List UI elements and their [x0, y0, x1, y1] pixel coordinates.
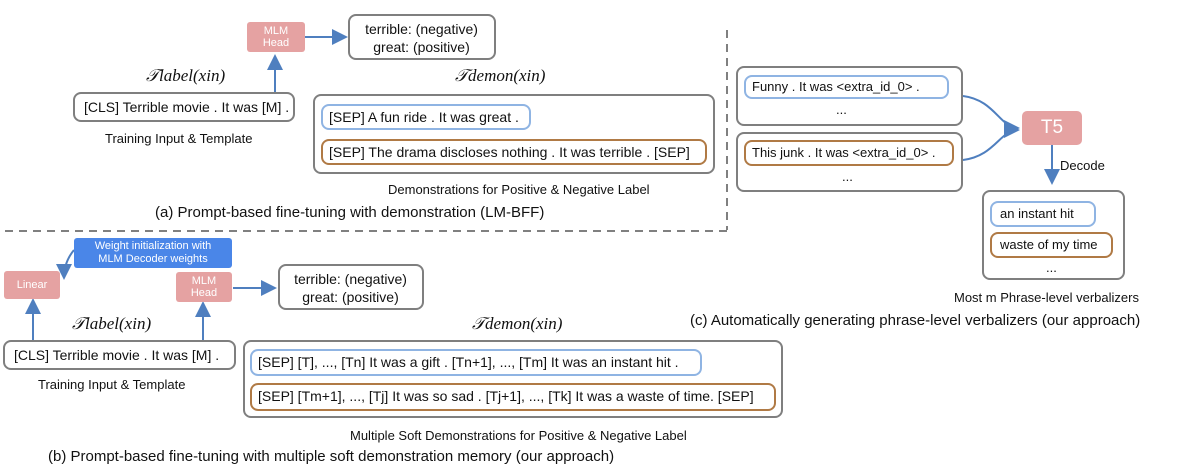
panel-c-input1-box: Funny . It was <extra_id_0> . ... [736, 66, 963, 126]
mlm-head-line1: MLM [191, 275, 217, 287]
mlm-head-line1: MLM [263, 25, 289, 37]
input2-inner-box: This junk . It was <extra_id_0> . [744, 140, 954, 166]
arrow-c-input1-to-t5 [962, 95, 1020, 136]
phrase-negative-text: waste of my time [1000, 237, 1098, 252]
panel-b-mlm-head: MLM Head [176, 272, 232, 302]
panel-a-caption: (a) Prompt-based fine-tuning with demons… [155, 204, 545, 221]
panel-a-demonstrations-box: [SEP] A fun ride . It was great . [SEP] … [313, 94, 715, 174]
phrase-positive-box: an instant hit [990, 201, 1096, 227]
input-template-text: [CLS] Terrible movie . It was [M] . [84, 99, 290, 115]
panel-c-phrases-caption: Most m Phrase-level verbalizers [954, 290, 1139, 305]
input2-text: This junk . It was <extra_id_0> . [752, 145, 936, 160]
input1-inner-box: Funny . It was <extra_id_0> . [744, 75, 949, 99]
panel-b-input-caption: Training Input & Template [38, 377, 186, 392]
weight-init-line2: MLM Decoder weights [98, 253, 208, 265]
panel-a-t-demon: 𝒯demon(xin) [455, 66, 546, 85]
panel-b-t-demon: 𝒯demon(xin) [472, 314, 563, 333]
phrase-negative-box: waste of my time [990, 232, 1113, 258]
panel-b-demo-caption: Multiple Soft Demonstrations for Positiv… [350, 428, 687, 443]
label-word-negative: terrible: (negative) [294, 271, 407, 287]
panel-c-caption: (c) Automatically generating phrase-leve… [690, 312, 1141, 329]
demo-negative-text: [SEP] The drama discloses nothing . It w… [329, 144, 690, 160]
label-word-positive: great: (positive) [373, 39, 470, 55]
panel-b-t-label: 𝒯label(xin) [72, 314, 152, 333]
panel-a-input-template-box: [CLS] Terrible movie . It was [M] . [73, 92, 295, 122]
panel-c-verbalizers-box: an instant hit waste of my time ... [982, 190, 1125, 280]
weight-init-line1: Weight initialization with [94, 240, 212, 252]
input2-ellipsis: ... [842, 169, 853, 184]
panel-a-label-words-box: terrible: (negative) great: (positive) [348, 14, 496, 60]
panel-b-demonstrations-box: [SEP] [T], ..., [Tn] It was a gift . [Tn… [243, 340, 783, 418]
verbalizers-ellipsis: ... [1046, 260, 1057, 275]
demo-positive-box: [SEP] A fun ride . It was great . [321, 104, 531, 130]
demo-negative-box: [SEP] The drama discloses nothing . It w… [321, 139, 707, 165]
t5-label: T5 [1040, 117, 1064, 138]
mlm-head-line2: Head [262, 37, 290, 49]
panel-a-demo-caption: Demonstrations for Positive & Negative L… [388, 182, 650, 197]
panel-b-caption: (b) Prompt-based fine-tuning with multip… [48, 448, 615, 465]
arrow-c-input2-to-t5 [962, 122, 1020, 161]
soft-demo-negative-box: [SEP] [Tm+1], ..., [Tj] It was so sad . … [250, 383, 776, 411]
t5-block: T5 [1022, 111, 1082, 145]
panel-c-input2-box: This junk . It was <extra_id_0> . ... [736, 132, 963, 192]
linear-label: Linear [16, 279, 48, 291]
panel-a-input-caption: Training Input & Template [105, 131, 253, 146]
soft-demo-negative-text: [SEP] [Tm+1], ..., [Tj] It was so sad . … [258, 388, 754, 404]
demo-positive-text: [SEP] A fun ride . It was great . [329, 109, 519, 125]
panel-a-t-label: 𝒯label(xin) [146, 66, 226, 85]
mlm-head-line2: Head [190, 287, 218, 299]
soft-demo-positive-box: [SEP] [T], ..., [Tn] It was a gift . [Tn… [250, 349, 702, 376]
panel-a-mlm-head: MLM Head [247, 22, 305, 52]
input1-text: Funny . It was <extra_id_0> . [752, 79, 920, 94]
linear-block: Linear [4, 271, 60, 299]
soft-demo-positive-text: [SEP] [T], ..., [Tn] It was a gift . [Tn… [258, 354, 679, 370]
weight-init-block: Weight initialization with MLM Decoder w… [74, 238, 232, 268]
panel-b-input-template-box: [CLS] Terrible movie . It was [M] . [3, 340, 236, 370]
label-word-positive: great: (positive) [302, 289, 399, 305]
decode-label: Decode [1060, 158, 1105, 173]
panel-b-label-words-box: terrible: (negative) great: (positive) [278, 264, 424, 310]
input-template-text: [CLS] Terrible movie . It was [M] . [14, 347, 220, 363]
input1-ellipsis: ... [836, 102, 847, 117]
arrow-b-init-to-linear [56, 249, 75, 280]
phrase-positive-text: an instant hit [1000, 206, 1074, 221]
label-word-negative: terrible: (negative) [365, 21, 478, 37]
